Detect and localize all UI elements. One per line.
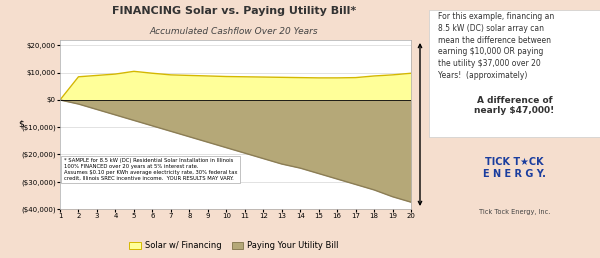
Text: FINANCING Solar vs. Paying Utility Bill*: FINANCING Solar vs. Paying Utility Bill* (112, 6, 356, 17)
Legend: Solar w/ Financing, Paying Your Utility Bill: Solar w/ Financing, Paying Your Utility … (126, 238, 342, 254)
Text: For this example, financing an
8.5 kW (DC) solar array can
mean the difference b: For this example, financing an 8.5 kW (D… (437, 12, 554, 80)
Text: A difference of
nearly $47,000!: A difference of nearly $47,000! (475, 96, 554, 115)
Text: Accumulated Cashflow Over 20 Years: Accumulated Cashflow Over 20 Years (149, 27, 319, 36)
Text: Tick Tock Energy, Inc.: Tick Tock Energy, Inc. (479, 209, 550, 215)
FancyBboxPatch shape (429, 10, 600, 137)
Text: * SAMPLE for 8.5 kW (DC) Residential Solar Installation in Illinois
100% FINANCE: * SAMPLE for 8.5 kW (DC) Residential Sol… (64, 158, 237, 181)
Text: TICK T★CK
E N E R G Y.: TICK T★CK E N E R G Y. (483, 157, 546, 179)
Y-axis label: $: $ (19, 120, 24, 129)
